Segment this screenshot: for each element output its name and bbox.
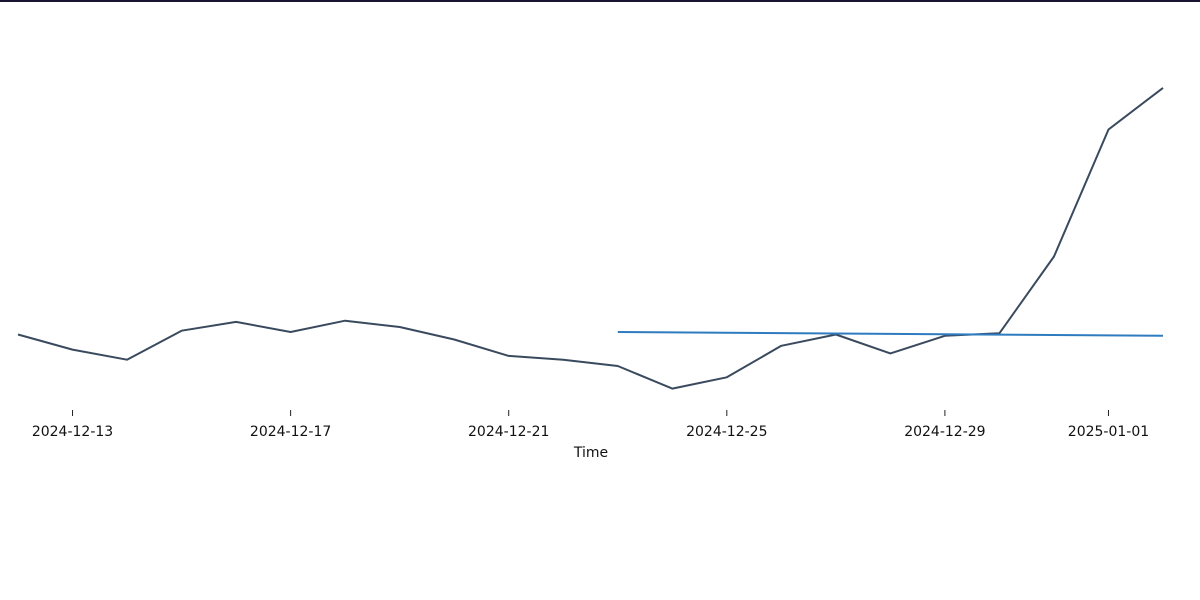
x-tick-label-2: 2024-12-17 — [250, 424, 331, 440]
x-tick-label-6: 2025-01-01 — [1068, 424, 1149, 440]
series-layer — [17, 87, 1164, 390]
x-tick-label-5: 2024-12-29 — [904, 424, 985, 440]
x-tick-label-1: 2024-12-13 — [32, 424, 113, 440]
series-line-1 — [17, 87, 1164, 390]
series-line-2 — [617, 331, 1164, 337]
x-axis-title: Time — [573, 445, 608, 461]
x-tick-label-4: 2024-12-25 — [686, 424, 767, 440]
x-axis: 2024-12-13 2024-12-17 2024-12-21 2024-12-25… — [32, 410, 1149, 440]
x-tick-label-3: 2024-12-21 — [468, 424, 549, 440]
window-top-border — [0, 0, 1200, 2]
